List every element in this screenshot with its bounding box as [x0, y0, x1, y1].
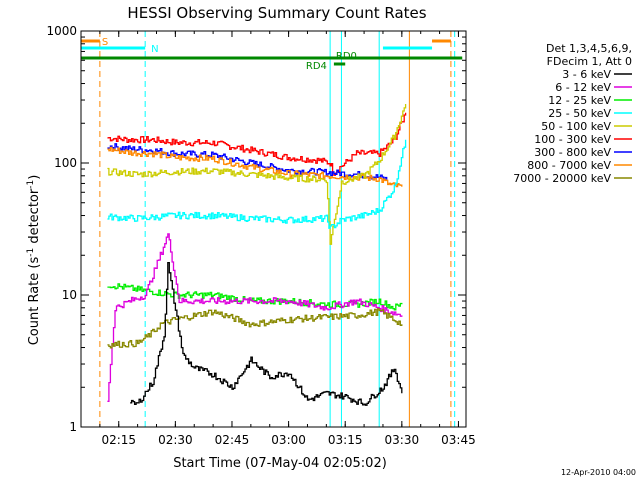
- flag-label: N: [151, 44, 158, 55]
- legend-entry-label: 12 - 25 keV: [548, 94, 611, 107]
- footer-timestamp: 12-Apr-2010 04:00: [561, 468, 636, 477]
- x-tick-label: 03:30: [385, 433, 420, 447]
- legend-entry-label: 50 - 100 keV: [541, 120, 611, 133]
- legend-header: Det 1,3,4,5,6,9,: [546, 42, 632, 55]
- y-tick-label: 100: [54, 156, 77, 170]
- x-tick-label: 02:30: [158, 433, 193, 447]
- series-line: [107, 146, 403, 188]
- legend-entry-label: 300 - 800 keV: [534, 146, 611, 159]
- x-tick-label: 02:45: [215, 433, 250, 447]
- series-line: [107, 139, 407, 229]
- x-tick-label: 03:45: [441, 433, 476, 447]
- axes: 02:15 02:30 02:45 03:00 03:15 03:30 03:45 1 10 10…: [46, 24, 475, 447]
- y-axis-label-sup: -1: [26, 248, 36, 257]
- y-axis-label-main: Count Rate (s: [27, 257, 42, 346]
- x-tick-label: 03:15: [328, 433, 363, 447]
- x-axis-label: Start Time (07-May-04 02:05:02): [173, 456, 387, 471]
- series-line: [107, 283, 403, 311]
- y-axis-label-end: ): [27, 175, 42, 180]
- series-line: [107, 308, 403, 349]
- series-line: [130, 261, 403, 406]
- y-tick-label: 10: [62, 288, 77, 302]
- legend: Det 1,3,4,5,6,9,FDecim 1, Att 03 - 6 keV…: [513, 42, 632, 185]
- plot-area: S N RD0 RD4: [81, 31, 463, 427]
- series-line: [107, 233, 403, 402]
- flag-label: S: [102, 37, 108, 48]
- x-tick-label: 03:00: [271, 433, 306, 447]
- legend-entry-label: 100 - 300 keV: [534, 133, 611, 146]
- legend-entry-label: 7000 - 20000 keV: [513, 172, 611, 185]
- y-axis-label-mid: detector: [27, 188, 42, 248]
- legend-entry-label: 800 - 7000 keV: [527, 159, 611, 172]
- legend-entry-label: 25 - 50 keV: [548, 107, 611, 120]
- flag-label: RD4: [306, 61, 327, 72]
- series-line: [107, 112, 407, 176]
- chart-title: HESSI Observing Summary Count Rates: [127, 4, 426, 22]
- x-tick-label: 02:15: [101, 433, 136, 447]
- legend-entry-label: 3 - 6 keV: [562, 68, 611, 81]
- legend-header: FDecim 1, Att 0: [547, 55, 632, 68]
- y-tick-label: 1: [69, 420, 77, 434]
- y-axis-label: Count Rate (s-1 detector-1): [26, 175, 42, 346]
- y-axis-label-sup2: -1: [26, 180, 36, 189]
- plot-frame: [80, 30, 467, 428]
- y-tick-label: 1000: [46, 24, 77, 38]
- legend-entry-label: 6 - 12 keV: [555, 81, 611, 94]
- series-line: [107, 104, 407, 245]
- flag-label: RD0: [336, 51, 357, 62]
